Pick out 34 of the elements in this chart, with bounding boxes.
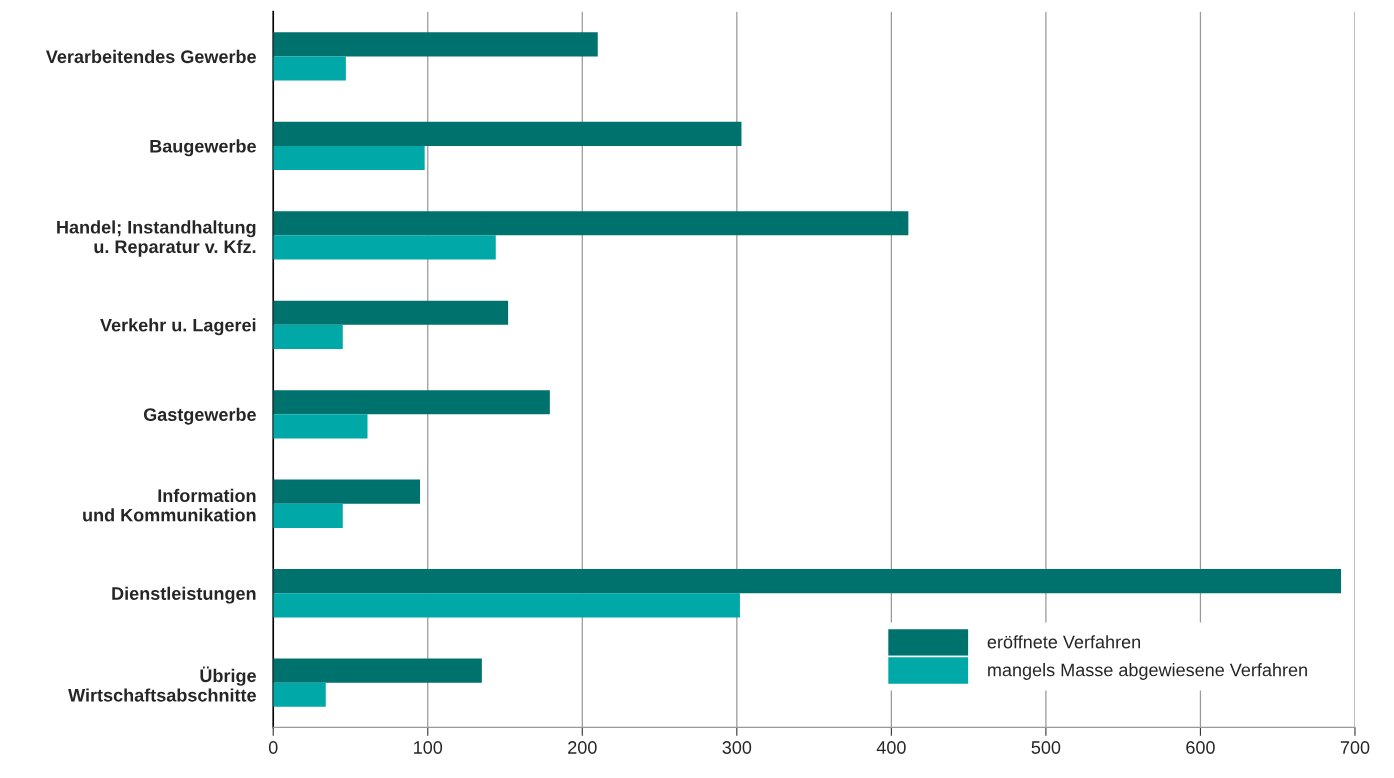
bar	[273, 390, 550, 415]
y-tick-label: Verkehr u. Lagerei	[100, 318, 256, 336]
bar	[273, 32, 598, 57]
bar	[273, 235, 496, 260]
y-tick-label: Handel; Instandhaltung u. Reparatur v. Kfz.	[57, 220, 256, 257]
bar	[273, 56, 346, 81]
bar	[273, 300, 509, 325]
bar	[273, 503, 343, 528]
y-tick-label: Gastgewerbe	[143, 407, 256, 425]
x-tick-label: 400	[876, 741, 906, 754]
bar	[273, 593, 740, 618]
y-tick-label: Dienstleistungen	[112, 586, 256, 604]
legend-label: eröffnete Verfahren	[987, 635, 1141, 649]
x-tick-label: 600	[1186, 741, 1215, 754]
bar	[273, 682, 326, 707]
y-tick-label: Baugewerbe	[150, 139, 256, 157]
y-tick-label: Information und Kommunikation	[83, 488, 256, 522]
bar	[273, 479, 421, 504]
y-tick-label: Verarbeitendes Gewerbe	[45, 49, 256, 64]
y-tick-label: Übrige Wirtschaftsabschnitte	[68, 666, 256, 702]
x-tick-label: 200	[568, 741, 597, 754]
bar	[273, 145, 425, 171]
bar	[273, 414, 368, 439]
legend-label: mangels Masse abgewiesene Verfahren	[988, 663, 1307, 680]
x-tick-label: 500	[1031, 741, 1061, 754]
bar	[273, 324, 343, 349]
x-tick-label: 0	[268, 741, 278, 754]
bar	[273, 211, 909, 236]
bar	[273, 121, 742, 146]
x-tick-label: 100	[414, 741, 443, 754]
bar	[273, 569, 1342, 594]
x-tick-label: 700	[1340, 741, 1370, 754]
x-tick-label: 300	[722, 741, 752, 754]
bar	[273, 658, 482, 683]
